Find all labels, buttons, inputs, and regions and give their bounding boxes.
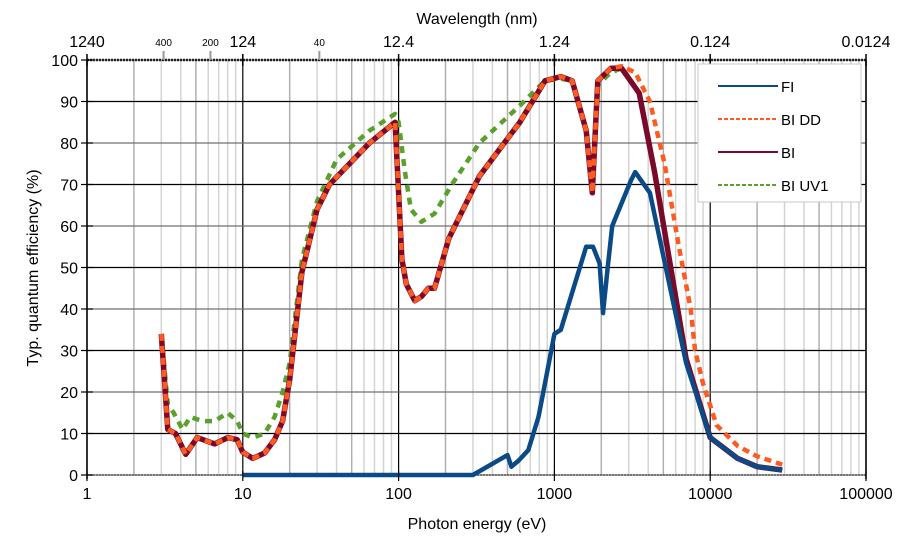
y-tick-label: 0: [69, 468, 78, 485]
series-line-fi: [242, 169, 783, 478]
y-tick-label: 80: [60, 136, 78, 153]
series-line-bi-dd: [159, 63, 783, 467]
x-axis-ticks: 1 10 100 1000 10000 100000: [83, 471, 893, 503]
y-tick-label: 40: [60, 302, 78, 319]
y-tick-label: 50: [60, 261, 78, 278]
legend-label: BI: [781, 145, 795, 162]
legend-label: BI DD: [781, 112, 821, 129]
y-axis-title: Typ. quantum efficiency (%): [25, 169, 42, 366]
y-tick-label: 70: [60, 178, 78, 195]
y-tick-label: 30: [60, 344, 78, 361]
top-minor-tick-label: 200: [202, 38, 219, 49]
top-minor-tick-label: 400: [155, 38, 172, 49]
y-tick-label: 100: [51, 53, 78, 70]
legend: FI BI DD BI BI UV1: [697, 63, 862, 203]
top-axis-title: Wavelength (nm): [416, 11, 537, 28]
y-tick-label: 90: [60, 95, 78, 112]
x-tick-label: 100000: [839, 486, 892, 503]
top-tick-label: 124: [229, 34, 256, 51]
top-tick-label: 12.4: [383, 34, 414, 51]
y-axis-ticks: 0 10 20 30 40 50 60 70 80 90 100: [51, 53, 93, 485]
top-minor-tick-label: 40: [314, 38, 326, 49]
x-tick-label: 10000: [688, 486, 733, 503]
top-tick-label: 1.24: [539, 34, 570, 51]
x-tick-label: 1000: [537, 486, 573, 503]
legend-box: [697, 63, 862, 203]
top-tick-label: 1240: [69, 34, 105, 51]
top-tick-label: 0.0124: [842, 34, 891, 51]
legend-label: FI: [781, 79, 794, 96]
y-tick-label: 60: [60, 219, 78, 236]
x-tick-label: 10: [234, 486, 252, 503]
y-tick-label: 20: [60, 385, 78, 402]
y-tick-label: 10: [60, 427, 78, 444]
plot-frame: [86, 58, 867, 479]
series-line-bi-uv1: [159, 66, 783, 473]
x-tick-label: 100: [385, 486, 412, 503]
x-axis-title: Photon energy (eV): [408, 516, 547, 533]
top-tick-label: 0.124: [690, 34, 730, 51]
legend-label: BI UV1: [781, 178, 829, 195]
series-line-bi: [158, 65, 783, 473]
x-tick-label: 1: [83, 486, 92, 503]
top-axis-ticks: 1240 124 12.4 1.24 0.124 0.0124 400 200 40: [69, 34, 891, 66]
series-lines: [158, 63, 783, 478]
